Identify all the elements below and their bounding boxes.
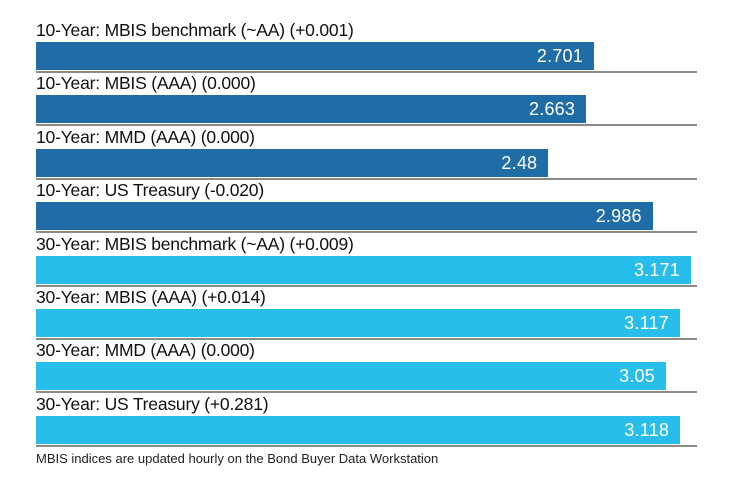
bar-track: 3.118 <box>36 415 697 444</box>
bar-category-label: 30-Year: MBIS (AAA) (+0.014) <box>36 286 266 307</box>
bar: 3.171 <box>36 255 691 284</box>
row-divider <box>36 124 697 127</box>
bar: 3.05 <box>36 362 666 391</box>
chart-row: 10-Year: US Treasury (-0.020) 2.986 <box>36 180 697 234</box>
bar: 3.118 <box>36 415 681 444</box>
chart-row: 10-Year: MMD (AAA) (0.000) 2.48 <box>36 127 697 180</box>
bar-value-label: 2.48 <box>501 152 538 173</box>
row-divider <box>36 231 697 234</box>
bar-value-label: 2.701 <box>536 46 583 66</box>
row-divider <box>36 177 697 180</box>
bar-chart-rows: 10-Year: MBIS benchmark (~AA) (+0.001) 2.… <box>36 20 697 447</box>
row-divider <box>36 337 697 340</box>
bar-track: 2.663 <box>36 95 697 124</box>
bar: 3.117 <box>36 308 680 337</box>
bar-value-label: 3.117 <box>624 312 669 333</box>
bar-track: 2.48 <box>36 148 697 177</box>
bar-category-label: 10-Year: MBIS (AAA) (0.000) <box>36 73 256 94</box>
bar-category-label: 30-Year: MMD (AAA) (0.000) <box>36 340 255 361</box>
bar-value-label: 2.663 <box>529 99 576 120</box>
bar-category-label: 10-Year: US Treasury (-0.020) <box>36 180 264 201</box>
bar-value-label: 3.171 <box>633 259 680 280</box>
bar: 2.986 <box>36 202 653 231</box>
bar-track: 2.701 <box>36 42 697 70</box>
bar-category-label: 30-Year: US Treasury (+0.281) <box>36 393 269 414</box>
row-divider <box>36 71 697 73</box>
chart-row: 10-Year: MBIS benchmark (~AA) (+0.001) 2.… <box>36 20 697 73</box>
row-divider <box>36 391 697 394</box>
bar-value-label: 3.118 <box>624 419 670 440</box>
row-divider <box>36 284 697 287</box>
bar-value-label: 3.05 <box>619 366 655 387</box>
bar-category-label: 10-Year: MMD (AAA) (0.000) <box>36 126 255 147</box>
bar-value-label: 2.986 <box>595 206 642 227</box>
bar-category-label: 30-Year: MBIS benchmark (~AA) (+0.009) <box>36 233 354 254</box>
bar: 2.48 <box>36 148 549 177</box>
bar-category-label: 10-Year: MBIS benchmark (~AA) (+0.001) <box>36 20 354 40</box>
chart-row: 10-Year: MBIS (AAA) (0.000) 2.663 <box>36 73 697 127</box>
chart-footnote: MBIS indices are updated hourly on the B… <box>36 451 439 466</box>
chart-row: 30-Year: MMD (AAA) (0.000) 3.05 <box>36 340 697 394</box>
bar-track: 3.117 <box>36 308 697 337</box>
bar-track: 2.986 <box>36 202 697 231</box>
bar-track: 3.171 <box>36 255 697 284</box>
bar-track: 3.05 <box>36 362 697 391</box>
chart-row: 30-Year: US Treasury (+0.281) 3.118 <box>36 394 697 447</box>
row-divider <box>36 444 697 447</box>
chart-row: 30-Year: MBIS benchmark (~AA) (+0.009) 3.… <box>36 234 697 287</box>
chart-row: 30-Year: MBIS (AAA) (+0.014) 3.117 <box>36 287 697 340</box>
bar: 2.663 <box>36 95 587 124</box>
bar: 2.701 <box>36 42 594 70</box>
